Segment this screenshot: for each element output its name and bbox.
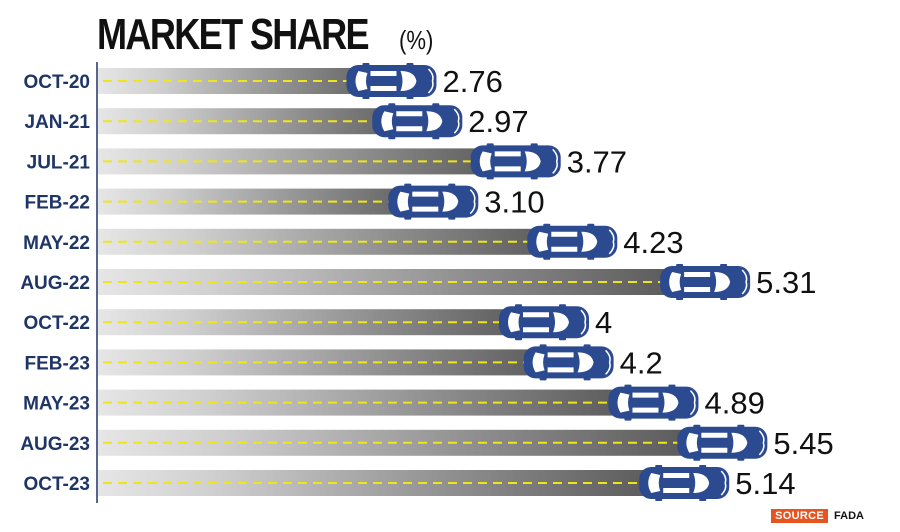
chart-subtitle: (%) [399,25,434,55]
bar-row: FEB-23 4.2 [25,344,663,381]
car-marker-icon [388,183,479,220]
bar-row: MAY-23 4.89 [23,384,765,421]
car-marker-icon [372,103,463,140]
value-label: 2.97 [468,104,528,139]
value-label: 4.2 [620,345,663,380]
car-marker-icon [527,223,618,260]
bar-row: OCT-22 4 [23,304,612,341]
source-credit: SOURCE FADA [771,509,864,523]
category-label: MAY-23 [23,394,90,415]
car-marker-icon [677,424,768,461]
bar-row: FEB-22 3.10 [25,183,545,220]
category-label: JAN-21 [25,112,91,133]
value-label: 5.31 [756,265,816,300]
bar-rows: OCT-20 2.76 JAN-21 2.97 JUL-21 3.77 FEB-22 3.10… [20,63,834,501]
value-label: 3.77 [567,144,627,179]
value-label: 4.89 [704,386,764,421]
category-label: OCT-20 [23,72,90,93]
source-tag: SOURCE [771,509,829,523]
bar-row: JUL-21 3.77 [27,143,627,180]
bar-row: MAY-22 4.23 [23,223,684,260]
bar-row: OCT-20 2.76 [23,63,503,99]
value-label: 2.76 [442,64,502,99]
car-marker-icon [523,344,614,381]
category-label: AUG-23 [20,434,90,455]
bar-row: JAN-21 2.97 [25,103,529,140]
chart-title: MARKET SHARE [97,10,370,59]
value-label: 4 [595,305,612,340]
value-label: 5.45 [773,426,833,461]
car-marker-icon [499,304,589,341]
car-marker-icon [608,384,699,421]
category-label: JUL-21 [27,152,91,173]
category-label: OCT-22 [23,313,90,334]
source-name: FADA [834,510,864,522]
value-label: 3.10 [484,185,544,220]
car-marker-icon [470,143,561,180]
category-label: FEB-23 [25,353,90,374]
value-label: 5.14 [735,466,795,501]
category-label: OCT-23 [23,474,90,495]
car-marker-icon [346,63,437,99]
value-label: 4.23 [623,225,683,260]
car-marker-icon [660,264,751,300]
category-label: FEB-22 [25,193,90,214]
category-label: AUG-22 [20,273,90,294]
category-label: MAY-22 [23,233,90,254]
car-marker-icon [639,465,730,501]
bar-row: AUG-22 5.31 [20,264,816,300]
title-block: MARKET SHARE (%) [97,10,440,59]
bar-row: AUG-23 5.45 [20,424,834,461]
bar-row: OCT-23 5.14 [23,465,796,501]
